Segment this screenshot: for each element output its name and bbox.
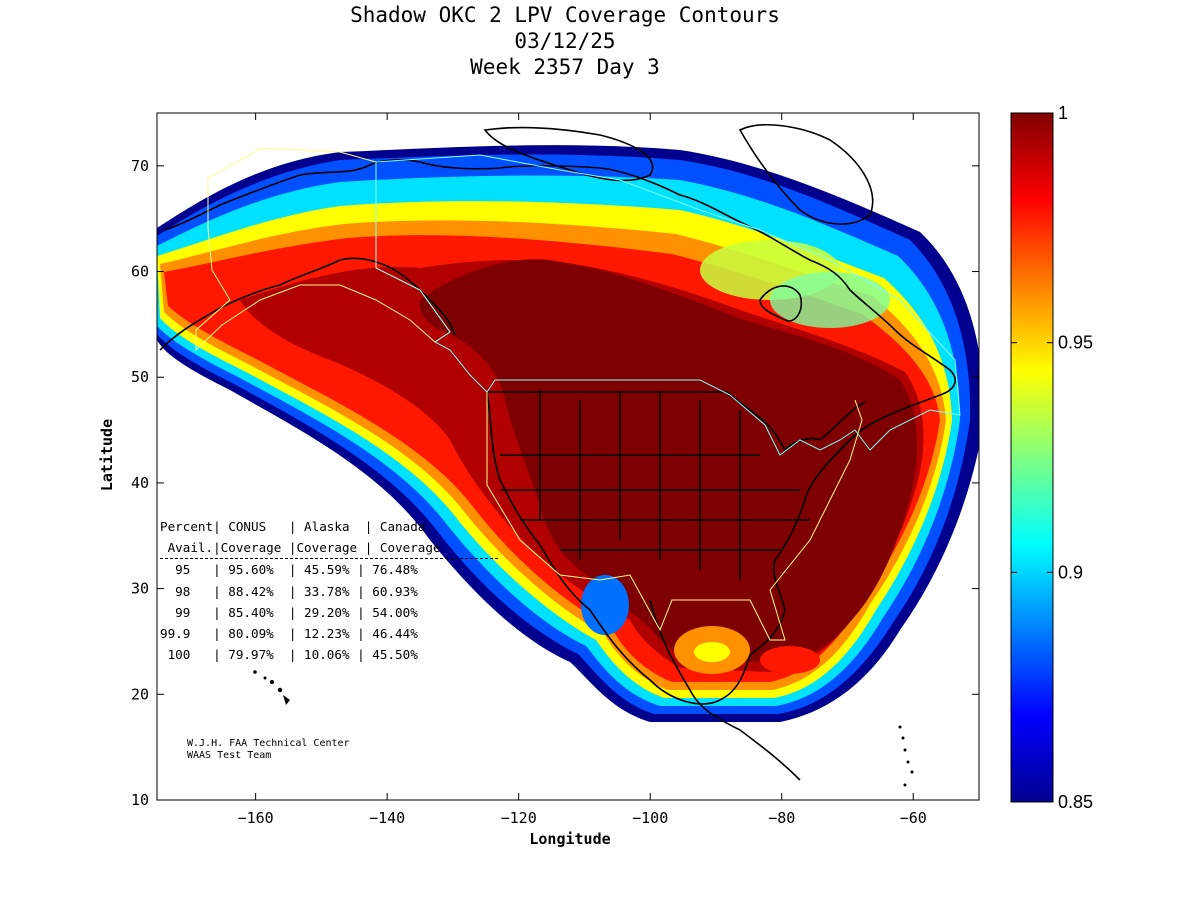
chart-week: Week 2357 Day 3 <box>470 55 660 79</box>
y-tick-label: 60 <box>131 263 149 281</box>
colorbar-tick-label: 0.95 <box>1058 333 1093 353</box>
table-row: 95 | 95.60% | 45.59% | 76.48% <box>160 562 418 578</box>
x-axis-label: Longitude <box>529 830 610 848</box>
x-tick-label: −60 <box>900 809 927 827</box>
x-axis-ticks: −160 −140 −120 −100 −80 −60 <box>238 113 927 827</box>
credit-line-1: W.J.H. FAA Technical Center <box>187 738 350 749</box>
y-tick-label: 50 <box>131 368 149 386</box>
table-row: 99 | 85.40% | 29.20% | 54.00% <box>160 604 418 620</box>
y-tick-label: 40 <box>131 474 149 492</box>
table-row: 98 | 88.42% | 33.78% | 60.93% <box>160 583 418 599</box>
colorbar <box>1010 112 1054 803</box>
credit-block: W.J.H. FAA Technical Center WAAS Test Tea… <box>187 738 350 762</box>
colorbar-tick-label: 1 <box>1058 103 1068 123</box>
table-row: 100 | 79.97% | 10.06% | 45.50% <box>160 647 418 663</box>
alaska-boundary <box>195 147 451 352</box>
y-tick-label: 10 <box>131 791 149 809</box>
x-tick-label: −100 <box>632 809 668 827</box>
colorbar-tick-label: 0.85 <box>1058 792 1093 812</box>
y-tick-label: 70 <box>131 157 149 175</box>
y-tick-label: 20 <box>131 685 149 703</box>
x-tick-label: −120 <box>501 809 537 827</box>
colorbar-tick-label: 0.9 <box>1058 562 1083 582</box>
region-boundaries <box>195 147 961 641</box>
y-axis-ticks: 10 20 30 40 50 60 70 <box>131 157 979 809</box>
conus-boundary <box>486 392 863 641</box>
chart-title: Shadow OKC 2 LPV Coverage Contours <box>350 3 780 27</box>
table-header-2: Avail.|Coverage |Coverage | Coverage <box>160 537 498 560</box>
coastlines <box>159 124 956 781</box>
coverage-table: Percent| CONUS | Alaska | Canada Avail.|… <box>160 516 498 665</box>
y-axis-label: Latitude <box>98 419 116 491</box>
hawaii-islands <box>253 670 290 705</box>
x-tick-label: −140 <box>369 809 405 827</box>
plot-frame <box>156 112 980 801</box>
credit-line-2: WAAS Test Team <box>187 750 272 761</box>
table-row: 99.9 | 80.09% | 12.23% | 46.44% <box>160 626 418 642</box>
table-header-1: Percent| CONUS | Alaska | Canada <box>160 519 426 534</box>
chart-date: 03/12/25 <box>514 29 616 53</box>
x-tick-label: −80 <box>768 809 795 827</box>
y-tick-label: 30 <box>131 580 149 598</box>
caribbean-islands <box>898 725 914 787</box>
canada-boundary <box>375 154 961 456</box>
x-tick-label: −160 <box>238 809 274 827</box>
colorbar-ticks: 1 0.95 0.9 0.85 <box>1011 103 1093 812</box>
